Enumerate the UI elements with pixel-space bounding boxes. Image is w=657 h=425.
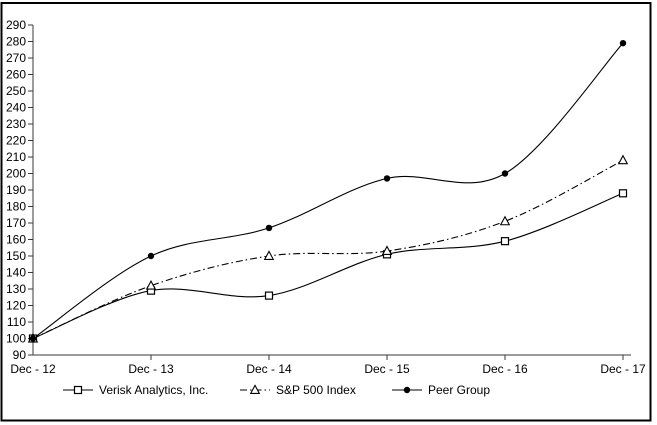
series-point-verisk-analytics-inc-5 bbox=[618, 189, 628, 198]
y-tick-label: 120 bbox=[6, 299, 26, 313]
y-tick-label: 100 bbox=[6, 332, 26, 346]
legend-label-peer-group: Peer Group bbox=[428, 383, 490, 397]
y-tick-label: 290 bbox=[6, 18, 26, 32]
series-point-verisk-analytics-inc-2 bbox=[264, 291, 274, 300]
series-point-peer-group-2 bbox=[265, 224, 273, 232]
y-tick-label: 280 bbox=[6, 35, 26, 49]
y-tick-label: 110 bbox=[7, 315, 26, 329]
series-line-peer-group bbox=[32, 42, 624, 339]
y-tick-label: 190 bbox=[6, 183, 26, 197]
legend-marker-peer-group bbox=[403, 386, 411, 394]
x-tick-label: Dec - 15 bbox=[364, 362, 410, 376]
y-tick-label: 230 bbox=[6, 117, 26, 131]
y-tick-label: 160 bbox=[6, 233, 26, 247]
series-point-s-p-500-index-3 bbox=[381, 245, 393, 255]
x-tick-label: Dec - 17 bbox=[600, 362, 646, 376]
legend-label-verisk-analytics-inc: Verisk Analytics, Inc. bbox=[99, 383, 208, 397]
y-tick-label: 240 bbox=[6, 101, 26, 115]
x-tick-label: Dec - 13 bbox=[128, 362, 174, 376]
x-tick-label: Dec - 14 bbox=[246, 362, 292, 376]
series-point-s-p-500-index-2 bbox=[263, 250, 275, 260]
series-point-s-p-500-index-1 bbox=[145, 279, 157, 290]
y-tick-label: 260 bbox=[6, 68, 26, 82]
series-point-peer-group-1 bbox=[147, 252, 155, 260]
series-point-peer-group-4 bbox=[501, 170, 509, 177]
y-tick-label: 150 bbox=[6, 249, 26, 263]
y-tick-label: 270 bbox=[6, 51, 26, 65]
series-point-peer-group-3 bbox=[383, 175, 391, 182]
y-tick-label: 90 bbox=[13, 348, 27, 362]
x-tick-label: Dec - 12 bbox=[10, 362, 56, 376]
y-tick-label: 200 bbox=[6, 167, 26, 181]
y-tick-label: 170 bbox=[6, 216, 26, 230]
y-tick-label: 220 bbox=[6, 134, 26, 148]
y-tick-label: 140 bbox=[6, 266, 26, 280]
series-line-verisk-analytics-inc bbox=[32, 192, 624, 340]
series-line-s-p-500-index bbox=[32, 159, 624, 340]
y-tick-label: 210 bbox=[6, 150, 26, 164]
y-tick-label: 250 bbox=[6, 84, 26, 98]
series-point-s-p-500-index-4 bbox=[499, 215, 511, 226]
series-point-verisk-analytics-inc-4 bbox=[500, 237, 510, 246]
y-tick-label: 180 bbox=[6, 200, 26, 214]
series-point-s-p-500-index-5 bbox=[617, 154, 629, 165]
x-tick-label: Dec - 16 bbox=[482, 362, 528, 376]
legend-marker-s-p-500-index bbox=[249, 384, 261, 394]
legend-marker-verisk-analytics-inc bbox=[73, 385, 83, 395]
y-tick-label: 130 bbox=[6, 282, 26, 296]
series-point-peer-group-0 bbox=[29, 335, 37, 342]
legend-label-s-p-500-index: S&P 500 Index bbox=[276, 383, 356, 397]
series-point-peer-group-5 bbox=[619, 39, 627, 47]
